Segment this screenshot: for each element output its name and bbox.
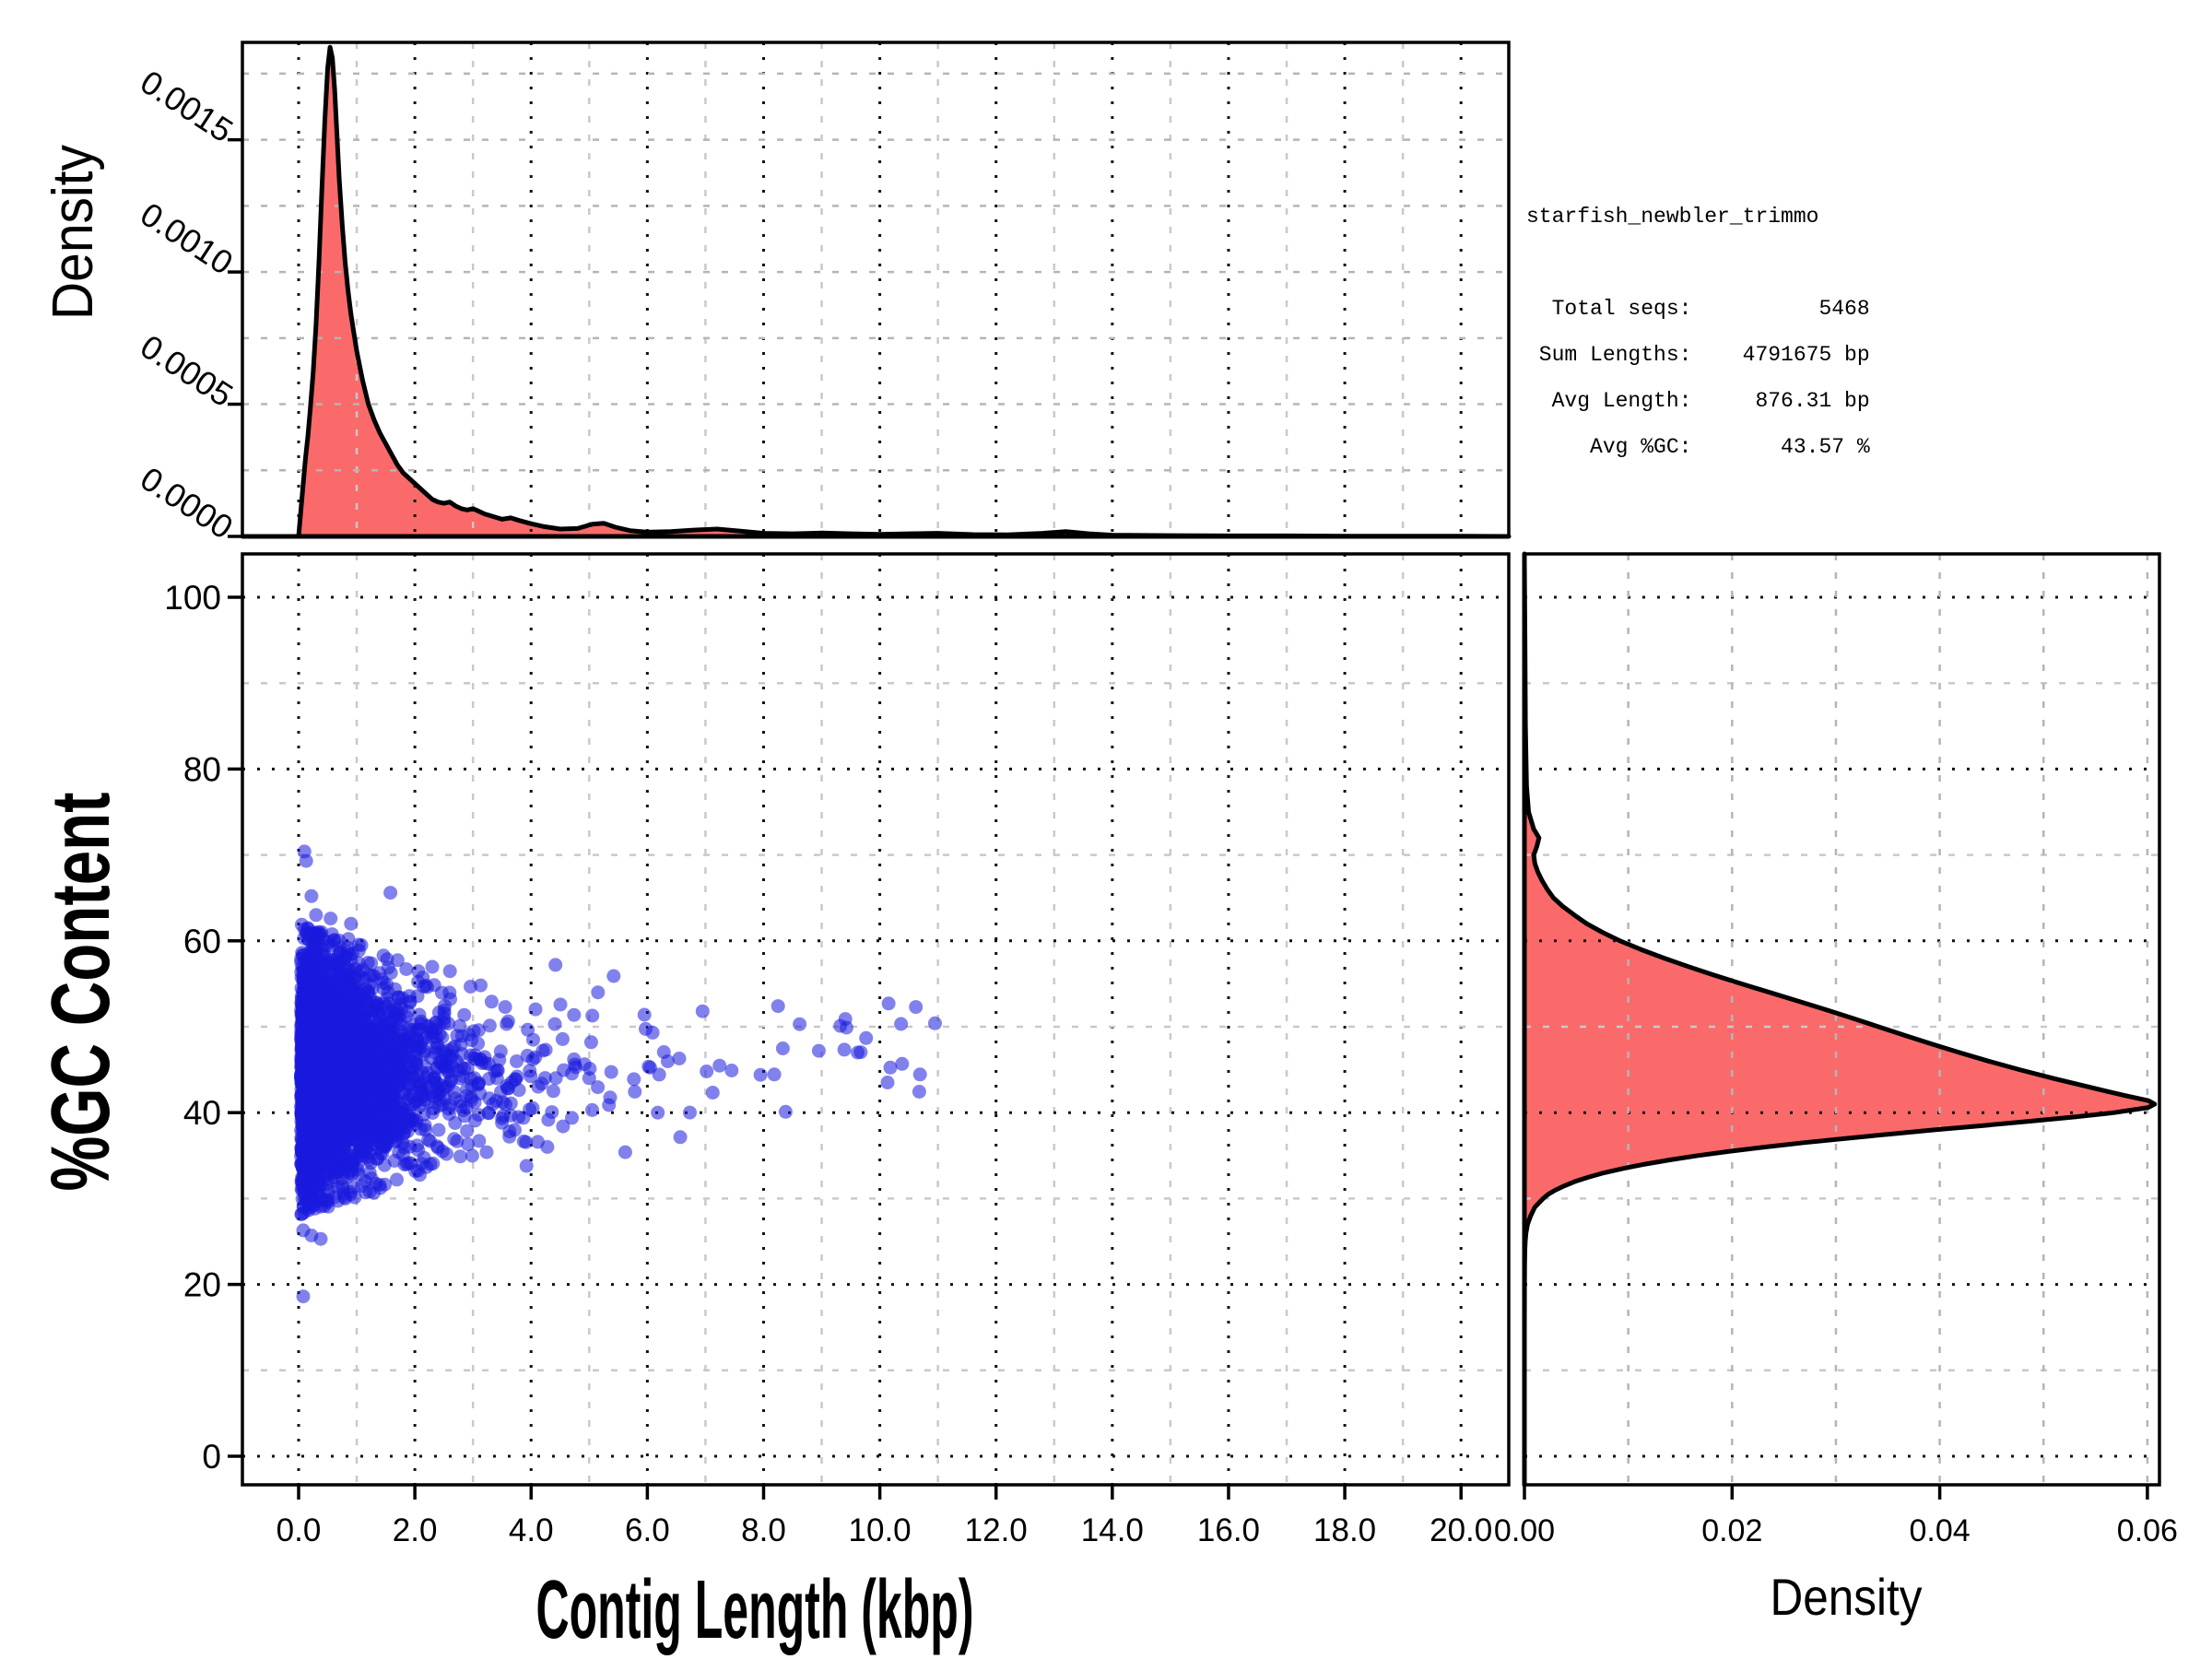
tick-label: 6.0 (625, 1512, 670, 1548)
axis-ticks-and-labels: 0.0 2.0 4.0 6.0 8.0 10.0 12.0 14.0 16.0 18.0 20.00… (134, 63, 2178, 1548)
length-density-area (242, 47, 1509, 536)
tick-label: 0.0000 (134, 459, 240, 546)
tick-label: 100 (164, 579, 221, 617)
stats-panel: starfish_newbler_trimmo Total seqs: 5468… (1526, 205, 1870, 459)
panel-borders (241, 41, 2161, 1487)
tick-label: 0.0005 (134, 327, 240, 414)
y-axis-title: %GC Content (35, 793, 127, 1192)
top-density-panel (241, 41, 1511, 538)
tick-label: 80 (183, 750, 221, 788)
tick-label: 0.0010 (134, 194, 240, 281)
tick-label: 2.0 (393, 1512, 438, 1548)
length-density-curve (240, 44, 1512, 539)
tick-label: 0.0015 (134, 63, 240, 149)
tick-label: 4.0 (509, 1512, 554, 1548)
density-outlines (240, 44, 2158, 1488)
right-density-axis-title: Density (1771, 1568, 1923, 1626)
tick-label: 0.04 (1910, 1513, 1971, 1548)
tick-label: 16.0 (1197, 1512, 1260, 1548)
gc-density-area (1524, 554, 2155, 1485)
tick-label: 0.00 (1494, 1513, 1555, 1548)
tick-label: 0.02 (1701, 1513, 1762, 1548)
x-axis-title: Contig Length (kbp) (536, 1564, 974, 1656)
density-fills (242, 47, 2155, 1485)
right-density-panel (1523, 552, 2161, 1487)
gc-density-curve (1522, 551, 2158, 1488)
tick-label: 14.0 (1081, 1512, 1144, 1548)
tick-label: 12.0 (965, 1512, 1028, 1548)
scatter-panel (241, 552, 1511, 1487)
plot-layers: 0.0 2.0 4.0 6.0 8.0 10.0 12.0 14.0 16.0 18.0 20.00… (134, 41, 2178, 1548)
tick-label: 20 (183, 1266, 221, 1304)
scatter-points (294, 844, 942, 1304)
tick-label: 40 (183, 1094, 221, 1132)
tick-label: 10.0 (849, 1512, 912, 1548)
tick-label: 18.0 (1313, 1512, 1376, 1548)
tick-label: 0 (202, 1438, 221, 1476)
tick-label: 8.0 (741, 1512, 786, 1548)
tick-label: 60 (183, 923, 221, 960)
top-density-axis-title: Density (41, 145, 105, 320)
tick-label: 0.0 (276, 1512, 322, 1548)
gridlines (242, 42, 2159, 1485)
tick-label: 0.06 (2117, 1513, 2178, 1548)
tick-label: 20.0 (1430, 1512, 1492, 1548)
